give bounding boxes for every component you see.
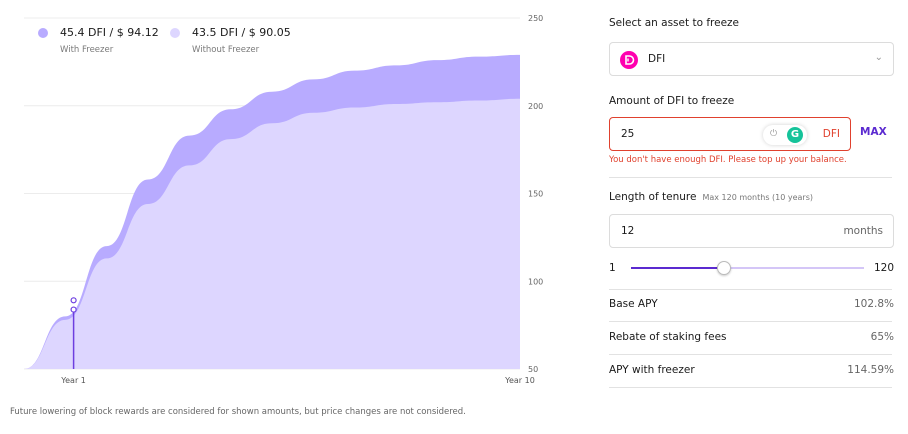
amount-unit: DFI bbox=[822, 128, 840, 140]
y-tick-label: 100 bbox=[528, 277, 543, 286]
rebate-label: Rebate of staking fees bbox=[609, 331, 727, 343]
apy-chart: 50 100 150 200 250 Year 1 Year 10 bbox=[24, 14, 543, 385]
divider bbox=[609, 177, 892, 178]
divider bbox=[609, 354, 892, 355]
marker-point-with-freezer bbox=[70, 297, 77, 304]
tenure-label: Length of tenure Max 120 months (10 years… bbox=[609, 191, 813, 203]
amount-label: Amount of DFI to freeze bbox=[609, 95, 735, 107]
chart-footnote: Future lowering of block rewards are con… bbox=[10, 407, 466, 417]
slider-min-label: 1 bbox=[609, 262, 616, 274]
power-icon[interactable]: ⏻ bbox=[770, 129, 778, 139]
y-tick-label: 250 bbox=[528, 14, 543, 23]
dfi-token-icon bbox=[620, 51, 638, 69]
year-marker bbox=[70, 297, 77, 369]
legend-without-freezer: 43.5 DFI / $ 90.05 Without Freezer bbox=[170, 26, 291, 55]
asset-select[interactable]: DFI ⌄ bbox=[609, 42, 894, 76]
tenure-hint: Max 120 months (10 years) bbox=[702, 193, 814, 202]
area-without-freezer bbox=[24, 98, 520, 369]
tenure-slider-track[interactable] bbox=[631, 267, 864, 269]
amount-input[interactable]: 25 ⏻ G DFI bbox=[609, 117, 851, 151]
asset-select-label: Select an asset to freeze bbox=[609, 17, 739, 29]
legend-caption: Without Freezer bbox=[192, 45, 260, 55]
y-tick-label: 150 bbox=[528, 190, 543, 199]
legend-dot-without-freezer bbox=[170, 28, 180, 38]
x-tick-label: Year 10 bbox=[504, 376, 535, 385]
legend-value: 43.5 DFI / $ 90.05 bbox=[192, 26, 291, 39]
tenure-unit: months bbox=[843, 225, 883, 237]
amount-error-message: You don't have enough DFI. Please top up… bbox=[609, 155, 847, 165]
base-apy-value: 102.8% bbox=[853, 298, 894, 310]
x-tick-label: Year 1 bbox=[60, 376, 86, 385]
divider bbox=[609, 321, 892, 322]
base-apy-label: Base APY bbox=[609, 298, 658, 310]
apy-with-freezer-value: 114.59% bbox=[847, 364, 894, 376]
tenure-input[interactable]: 12 months bbox=[609, 214, 894, 248]
y-tick-label: 200 bbox=[528, 102, 543, 111]
asset-select-value: DFI bbox=[648, 53, 666, 65]
marker-point-without-freezer bbox=[70, 306, 77, 313]
legend-caption: With Freezer bbox=[60, 45, 114, 55]
grammarly-icon[interactable]: G bbox=[787, 127, 803, 143]
divider bbox=[609, 289, 892, 290]
rebate-value: 65% bbox=[870, 331, 894, 343]
legend-with-freezer: 45.4 DFI / $ 94.12 With Freezer bbox=[38, 26, 159, 55]
tenure-value: 12 bbox=[621, 225, 635, 237]
max-button[interactable]: MAX bbox=[860, 126, 887, 138]
tenure-label-text: Length of tenure bbox=[609, 191, 697, 203]
y-tick-label: 50 bbox=[528, 365, 538, 374]
slider-max-label: 120 bbox=[873, 262, 894, 274]
tenure-slider-fill bbox=[631, 267, 725, 269]
grammarly-widget[interactable]: ⏻ G bbox=[763, 125, 807, 145]
tenure-slider-thumb[interactable] bbox=[717, 261, 732, 275]
legend-value: 45.4 DFI / $ 94.12 bbox=[60, 26, 159, 39]
amount-value: 25 bbox=[621, 128, 635, 140]
x-axis-ticks: Year 1 Year 10 bbox=[60, 376, 535, 385]
legend-dot-with-freezer bbox=[38, 28, 48, 38]
y-axis-ticks: 50 100 150 200 250 bbox=[528, 14, 543, 374]
apy-with-freezer-label: APY with freezer bbox=[609, 364, 695, 376]
divider bbox=[609, 387, 892, 388]
chevron-down-icon: ⌄ bbox=[874, 52, 883, 63]
